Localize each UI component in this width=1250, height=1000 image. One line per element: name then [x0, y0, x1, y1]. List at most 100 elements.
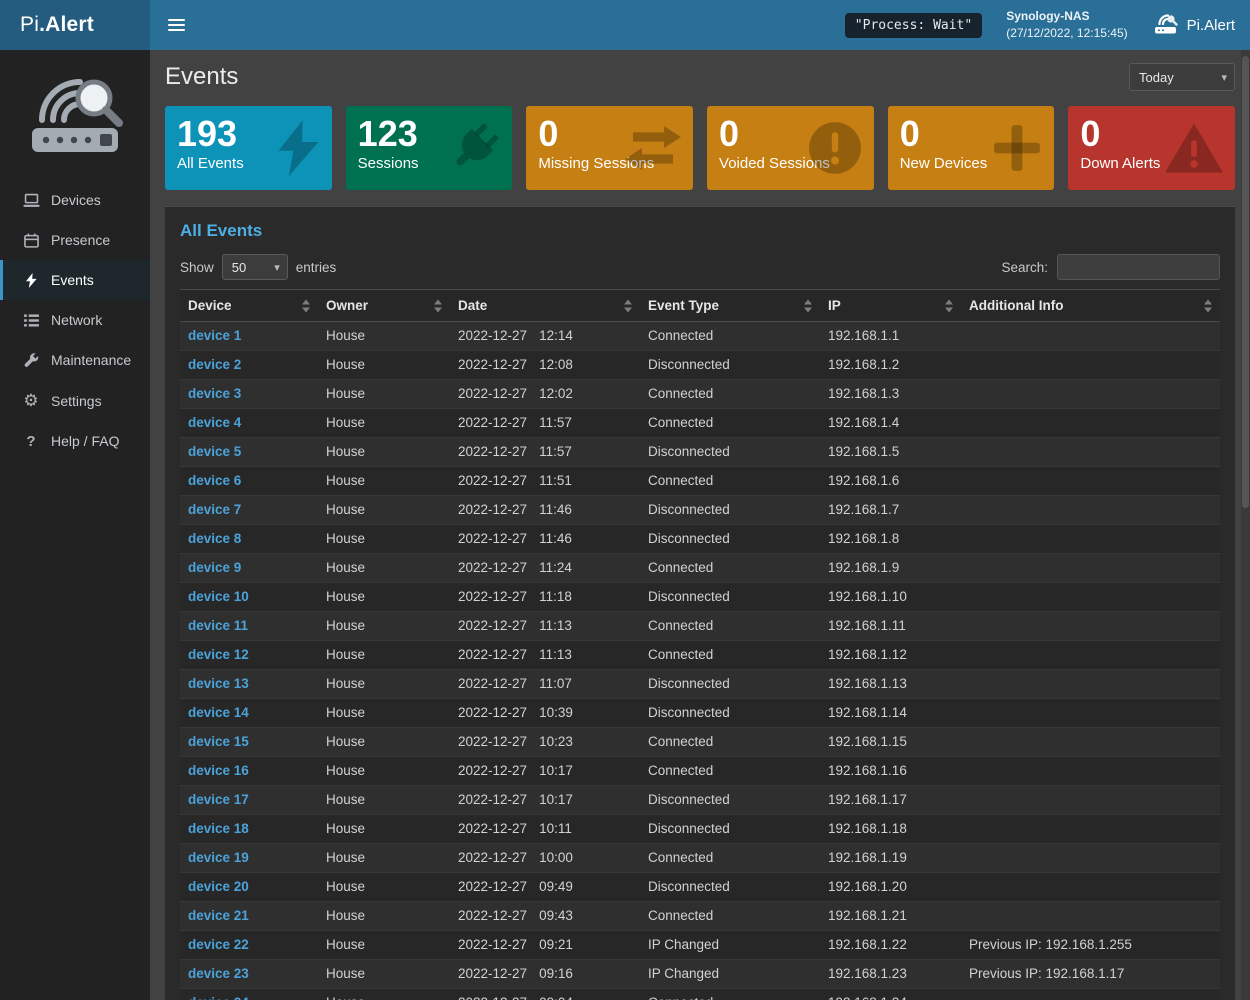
card-label: Down Alerts: [1080, 155, 1161, 173]
table-row: device 12 House 2022-12-27 11:13 Connecte…: [180, 640, 1220, 670]
device-link[interactable]: device 1: [188, 328, 242, 343]
bolt-icon: [278, 120, 320, 176]
sidebar-item-devices[interactable]: Devices: [0, 180, 150, 220]
date-cell: 2022-12-27 11:51: [450, 466, 640, 496]
additional-info-cell: [961, 437, 1220, 467]
page-length-select[interactable]: 50: [221, 254, 288, 280]
sidebar-item-maintenance[interactable]: Maintenance: [0, 340, 150, 380]
device-link[interactable]: device 12: [188, 647, 249, 662]
device-link[interactable]: device 20: [188, 879, 249, 894]
settings-icon: ⚙: [23, 391, 39, 410]
sidebar-brand[interactable]: Pi.Alert: [0, 0, 150, 50]
ip-cell: 192.168.1.2: [820, 350, 961, 380]
device-link[interactable]: device 8: [188, 531, 242, 546]
device-link[interactable]: device 3: [188, 386, 242, 401]
event-type-cell: Disconnected: [640, 350, 820, 380]
column-header-owner[interactable]: Owner: [318, 289, 450, 322]
ip-cell: 192.168.1.3: [820, 379, 961, 409]
column-header-device[interactable]: Device: [180, 289, 318, 322]
navbar-right: "Process: Wait" Synology-NAS (27/12/2022…: [844, 8, 1235, 42]
device-link[interactable]: device 14: [188, 705, 249, 720]
date-cell: 2022-12-27 11:18: [450, 582, 640, 612]
summary-cards: 193 All Events 123 Sessions 0 Missing Se…: [165, 106, 1236, 190]
ip-cell: 192.168.1.5: [820, 437, 961, 467]
owner-cell: House: [318, 930, 450, 960]
summary-card-down-alerts: 0 Down Alerts: [1068, 106, 1236, 190]
owner-cell: House: [318, 553, 450, 583]
device-link[interactable]: device 24: [188, 995, 249, 1000]
period-select[interactable]: Today: [1129, 63, 1235, 91]
column-header-label: Owner: [326, 298, 369, 313]
exchange-icon: [625, 126, 682, 170]
device-link[interactable]: device 23: [188, 966, 249, 981]
device-link[interactable]: device 13: [188, 676, 249, 691]
device-link[interactable]: device 5: [188, 444, 242, 459]
table-row: device 11 House 2022-12-27 11:13 Connecte…: [180, 611, 1220, 641]
event-type-cell: Disconnected: [640, 785, 820, 815]
device-link[interactable]: device 18: [188, 821, 249, 836]
additional-info-cell: Previous IP: 192.168.1.17: [961, 959, 1220, 989]
device-link[interactable]: device 4: [188, 415, 242, 430]
device-link[interactable]: device 17: [188, 792, 249, 807]
device-cell: device 14: [180, 698, 318, 728]
additional-info-cell: [961, 379, 1220, 409]
event-type-cell: IP Changed: [640, 959, 820, 989]
event-type-cell: Connected: [640, 321, 820, 351]
column-header-additional-info[interactable]: Additional Info: [961, 289, 1220, 322]
maintenance-icon: [22, 352, 40, 368]
device-link[interactable]: device 11: [188, 618, 249, 633]
device-link[interactable]: device 15: [188, 734, 249, 749]
host-name: Synology-NAS: [1006, 9, 1090, 24]
additional-info-cell: [961, 640, 1220, 670]
device-link[interactable]: device 22: [188, 937, 249, 952]
sidebar: Devices Presence Events Network Maintena…: [0, 50, 150, 1000]
device-cell: device 10: [180, 582, 318, 612]
owner-cell: House: [318, 437, 450, 467]
column-header-label: Date: [458, 298, 488, 313]
topbar-brand[interactable]: Pi.Alert: [1152, 12, 1235, 39]
event-type-cell: Disconnected: [640, 524, 820, 554]
additional-info-cell: [961, 669, 1220, 699]
search-control: Search:: [1001, 254, 1220, 280]
owner-cell: House: [318, 466, 450, 496]
column-header-event-type[interactable]: Event Type: [640, 289, 820, 322]
device-link[interactable]: device 6: [188, 473, 242, 488]
device-link[interactable]: device 21: [188, 908, 249, 923]
device-link[interactable]: device 7: [188, 502, 242, 517]
owner-cell: House: [318, 524, 450, 554]
device-link[interactable]: device 9: [188, 560, 242, 575]
sidebar-item-settings[interactable]: ⚙ Settings: [0, 380, 150, 421]
owner-cell: House: [318, 814, 450, 844]
sidebar-toggle-button[interactable]: [158, 7, 194, 43]
device-link[interactable]: device 2: [188, 357, 242, 372]
table-row: device 20 House 2022-12-27 09:49 Disconne…: [180, 872, 1220, 902]
sidebar-item-help-faq[interactable]: ? Help / FAQ: [0, 421, 150, 461]
device-cell: device 1: [180, 321, 318, 351]
search-input[interactable]: [1057, 254, 1220, 280]
device-link[interactable]: device 10: [188, 589, 249, 604]
device-cell: device 16: [180, 756, 318, 786]
device-cell: device 19: [180, 843, 318, 873]
event-type-cell: Connected: [640, 379, 820, 409]
date-cell: 2022-12-27 12:02: [450, 379, 640, 409]
table-row: device 13 House 2022-12-27 11:07 Disconne…: [180, 669, 1220, 699]
device-link[interactable]: device 19: [188, 850, 249, 865]
topbar-brand-label: Pi.Alert: [1186, 16, 1235, 34]
sidebar-item-network[interactable]: Network: [0, 300, 150, 340]
date-cell: 2022-12-27 10:00: [450, 843, 640, 873]
device-cell: device 24: [180, 988, 318, 1000]
table-row: device 19 House 2022-12-27 10:00 Connecte…: [180, 843, 1220, 873]
sort-icon: [1204, 299, 1212, 312]
table-body: device 1 House 2022-12-27 12:14 Connected…: [180, 321, 1220, 1000]
device-link[interactable]: device 16: [188, 763, 249, 778]
card-label: All Events: [177, 155, 244, 173]
column-header-ip[interactable]: IP: [820, 289, 961, 322]
sidebar-item-presence[interactable]: Presence: [0, 220, 150, 260]
events-icon: [22, 272, 40, 288]
sidebar-item-events[interactable]: Events: [0, 260, 150, 300]
page-scrollbar[interactable]: [1242, 56, 1249, 508]
sidebar-item-label: Devices: [51, 192, 101, 208]
event-type-cell: Disconnected: [640, 669, 820, 699]
column-header-date[interactable]: Date: [450, 289, 640, 322]
sort-icon: [302, 299, 310, 312]
